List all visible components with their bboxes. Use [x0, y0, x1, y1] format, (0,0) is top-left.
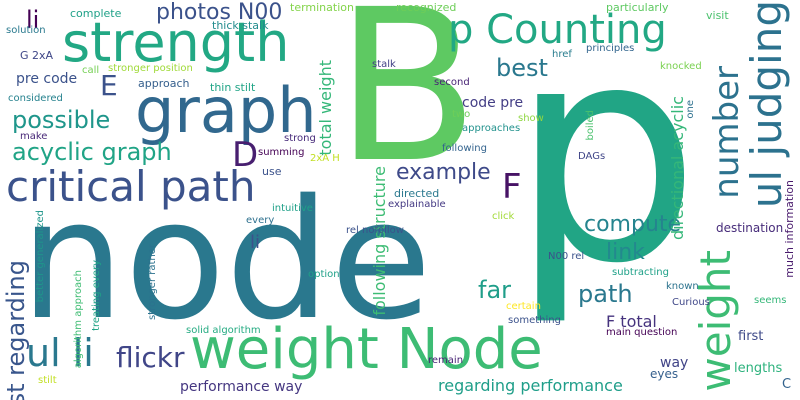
word: thin stilt — [210, 81, 256, 94]
word: weight — [691, 250, 740, 392]
word: p — [510, 0, 701, 329]
word: rel nofollow — [346, 225, 404, 236]
word: C — [782, 377, 792, 392]
word: compute — [584, 212, 682, 237]
word: option — [308, 269, 340, 280]
word: far — [478, 276, 512, 304]
word: href — [552, 49, 572, 60]
word: intuitive — [272, 203, 313, 214]
word: N00 rel — [548, 251, 585, 262]
word: strong — [284, 133, 316, 144]
word: critical path — [6, 162, 256, 211]
word: ul judging — [742, 0, 791, 209]
word: summing — [258, 147, 305, 158]
word: subtracting — [612, 267, 669, 278]
word: code pre — [462, 95, 524, 111]
word: approach — [138, 77, 190, 90]
word: certain — [506, 301, 541, 312]
word: much information — [783, 180, 796, 278]
word: show — [518, 113, 544, 124]
word: thick stalk — [212, 19, 269, 32]
word: F total — [606, 312, 657, 331]
word: best regarding — [2, 260, 30, 400]
word: known — [666, 281, 699, 292]
word: one — [685, 100, 696, 119]
word: directed — [394, 187, 440, 200]
word: pre code — [16, 71, 78, 87]
word: 2xA H — [310, 153, 340, 164]
word: termination — [290, 1, 354, 14]
word: click — [492, 211, 515, 222]
word: possible — [12, 106, 111, 134]
word: photos N00 — [156, 0, 283, 25]
word: directional acyclic — [668, 96, 687, 241]
word: boiled — [585, 110, 596, 141]
word: first — [738, 329, 764, 344]
word: solid algorithm — [186, 325, 261, 336]
word: better generalized — [35, 210, 46, 303]
word: way — [660, 355, 689, 371]
word: stilt — [38, 375, 57, 386]
word: complete — [70, 7, 122, 20]
word: stronger position — [108, 63, 193, 74]
word: strength — [62, 11, 290, 74]
word: Curious — [672, 297, 710, 308]
word: regarding performance — [438, 376, 623, 395]
word: knocked — [660, 61, 702, 72]
word: following — [442, 143, 487, 154]
word: eyes — [650, 367, 679, 381]
word: stronger rather — [147, 244, 158, 321]
word: particularly — [606, 1, 669, 14]
word: algorithm approach — [73, 270, 84, 369]
word: make — [20, 131, 48, 142]
word: recognized — [396, 1, 457, 14]
word: lengths — [734, 361, 783, 376]
word: destination — [716, 221, 784, 235]
word: E — [100, 69, 118, 102]
word: call — [82, 65, 100, 76]
word: acyclic graph — [12, 138, 172, 166]
word: best — [496, 54, 548, 82]
word: following structure — [370, 166, 389, 316]
word: two — [452, 109, 471, 120]
word: ul li — [26, 331, 94, 375]
word: weight Node — [190, 317, 543, 382]
word: performance way — [180, 379, 303, 395]
word: node — [20, 164, 432, 356]
word: example — [396, 160, 491, 185]
word: DAGs — [578, 151, 606, 162]
word: treating every — [91, 260, 102, 331]
word: li — [250, 232, 261, 253]
word: second — [434, 77, 470, 88]
word: flickr — [116, 341, 185, 374]
word: considered — [8, 93, 63, 104]
word: main question — [606, 327, 678, 338]
word: F — [502, 167, 522, 207]
word: B — [335, 0, 480, 209]
word: total weight — [316, 60, 335, 156]
word: graph — [135, 74, 317, 147]
word: explainable — [388, 199, 446, 210]
word: seems — [754, 295, 787, 306]
word: remain — [428, 355, 464, 366]
word: something — [508, 315, 561, 326]
word: approaches — [462, 123, 521, 134]
word: stalk — [372, 59, 396, 70]
word: use — [262, 165, 282, 178]
word: principles — [586, 43, 635, 54]
word: link — [606, 240, 645, 265]
word: number — [707, 66, 747, 199]
word: G 2xA — [20, 49, 54, 62]
word: li — [26, 6, 40, 34]
word: solution — [6, 25, 46, 36]
word: path — [578, 280, 633, 308]
word: D — [232, 135, 259, 175]
word: p Counting — [448, 7, 667, 53]
word: visit — [706, 9, 729, 22]
word: every — [246, 215, 275, 226]
